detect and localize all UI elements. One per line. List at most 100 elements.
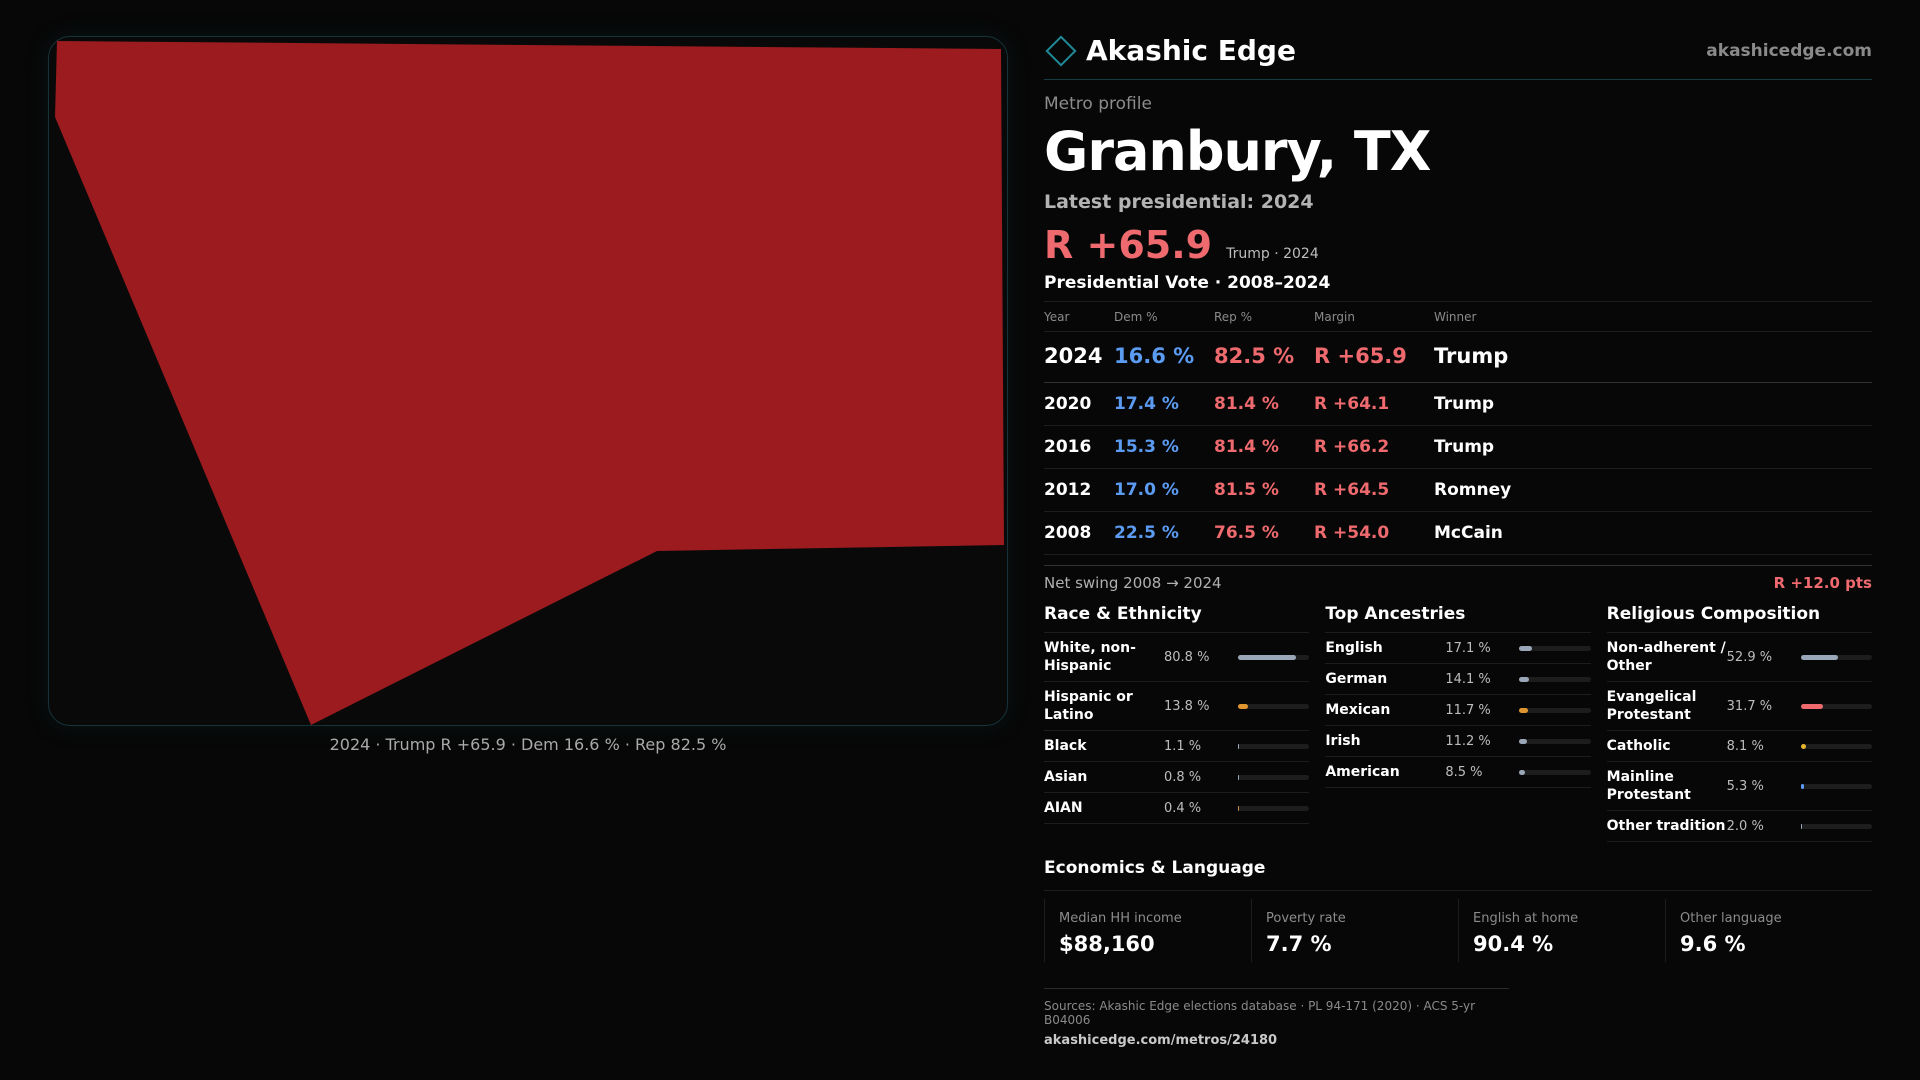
- item-bar: [1238, 774, 1310, 780]
- item-label: Asian: [1044, 769, 1088, 785]
- votes-header-row: Year Dem % Rep % Margin Winner: [1044, 302, 1872, 332]
- item-bar-fill: [1800, 654, 1839, 660]
- item-bar: [1238, 703, 1310, 709]
- row-margin: R +54.0: [1314, 511, 1434, 555]
- sources: Sources: Akashic Edge elections database…: [1044, 988, 1509, 1048]
- item-value: 5.3 %: [1726, 778, 1764, 794]
- item-bar: [1800, 783, 1872, 789]
- table-row: 2008 22.5 % 76.5 % R +54.0 McCain: [1044, 511, 1872, 555]
- row-winner: McCain: [1434, 511, 1872, 555]
- item-bar-fill: [1519, 676, 1530, 682]
- row-rep: 76.5 %: [1214, 511, 1314, 555]
- row-winner: Trump: [1434, 382, 1872, 426]
- section-title: Top Ancestries: [1325, 604, 1591, 633]
- econ-value: 90.4 %: [1473, 932, 1554, 956]
- item-label: English: [1325, 640, 1383, 656]
- row-margin: R +64.5: [1314, 468, 1434, 512]
- sources-url[interactable]: akashicedge.com/metros/24180: [1044, 1033, 1278, 1048]
- econ-cell: English at home 90.4 %: [1458, 899, 1665, 962]
- table-row: 2016 15.3 % 81.4 % R +66.2 Trump: [1044, 425, 1872, 469]
- item-label: American: [1325, 764, 1400, 780]
- brand[interactable]: Akashic Edge: [1044, 34, 1296, 67]
- economics-title: Economics & Language: [1044, 858, 1872, 891]
- item-bar-fill: [1238, 654, 1296, 660]
- item-label: Mexican: [1325, 702, 1391, 718]
- row-rep: 82.5 %: [1214, 331, 1314, 383]
- item-bar: [1519, 645, 1591, 651]
- item-bar-fill: [1800, 823, 1803, 829]
- item-label: Evangelical Protestant: [1606, 689, 1697, 723]
- econ-label: English at home: [1473, 911, 1579, 926]
- row-margin: R +65.9: [1314, 331, 1434, 383]
- swing-label: Net swing 2008 → 2024: [1044, 574, 1222, 592]
- table-row: 2024 16.6 % 82.5 % R +65.9 Trump: [1044, 331, 1872, 383]
- row-dem: 15.3 %: [1114, 425, 1214, 469]
- net-swing: Net swing 2008 → 2024 R +12.0 pts: [1044, 565, 1872, 592]
- item-bar-fill: [1238, 703, 1248, 709]
- item-value: 13.8 %: [1164, 698, 1210, 714]
- religion-section: Religious Composition Non-adherent / Oth…: [1606, 604, 1872, 842]
- latest-margin-sub: Trump · 2024: [1226, 246, 1319, 262]
- list-item: Evangelical Protestant 31.7 %: [1606, 682, 1872, 731]
- item-label: AIAN: [1044, 800, 1083, 816]
- swing-value: R +12.0 pts: [1773, 574, 1872, 592]
- econ-cell: Poverty rate 7.7 %: [1251, 899, 1458, 962]
- metro-shape-svg: [55, 41, 1004, 725]
- row-margin: R +64.1: [1314, 382, 1434, 426]
- list-item: Black 1.1 %: [1044, 731, 1310, 762]
- item-value: 31.7 %: [1726, 698, 1773, 714]
- item-value: 17.1 %: [1445, 640, 1491, 656]
- list-item: Other tradition 2.0 %: [1606, 811, 1872, 842]
- econ-value: 7.7 %: [1266, 932, 1332, 956]
- row-year: 2016: [1044, 425, 1114, 469]
- item-bar-fill: [1519, 645, 1532, 651]
- item-value: 0.8 %: [1164, 769, 1202, 785]
- item-value: 14.1 %: [1445, 671, 1491, 687]
- item-value: 8.5 %: [1445, 764, 1483, 780]
- col-rep: Rep %: [1214, 302, 1314, 332]
- latest-margin: R +65.9: [1044, 223, 1213, 267]
- list-item: Mainline Protestant 5.3 %: [1606, 762, 1872, 811]
- item-label: Catholic: [1606, 738, 1671, 754]
- votes-table: Year Dem % Rep % Margin Winner 2024 16.6…: [1044, 302, 1872, 555]
- item-label: White, non-Hispanic: [1044, 640, 1136, 674]
- econ-value: 9.6 %: [1680, 932, 1746, 956]
- item-label: Mainline Protestant: [1606, 769, 1691, 803]
- item-value: 8.1 %: [1726, 738, 1764, 754]
- sources-line: Sources: Akashic Edge elections database…: [1044, 999, 1476, 1027]
- col-margin: Margin: [1314, 302, 1434, 332]
- item-value: 11.2 %: [1445, 733, 1491, 749]
- item-bar: [1800, 654, 1872, 660]
- table-row: 2012 17.0 % 81.5 % R +64.5 Romney: [1044, 468, 1872, 512]
- item-label: Irish: [1325, 733, 1361, 749]
- item-bar-fill: [1519, 738, 1528, 744]
- row-year: 2024: [1044, 331, 1114, 383]
- composition-columns: Race & Ethnicity White, non-Hispanic 80.8…: [1044, 604, 1872, 842]
- item-value: 11.7 %: [1445, 702, 1491, 718]
- row-year: 2008: [1044, 511, 1114, 555]
- list-item: Irish 11.2 %: [1325, 726, 1591, 757]
- item-bar: [1519, 676, 1591, 682]
- brand-url[interactable]: akashicedge.com: [1706, 40, 1872, 61]
- item-bar: [1800, 823, 1872, 829]
- econ-label: Poverty rate: [1266, 911, 1346, 926]
- section-title: Religious Composition: [1606, 604, 1872, 633]
- econ-cell: Median HH income $88,160: [1044, 899, 1251, 962]
- votes-title: Presidential Vote · 2008–2024: [1044, 273, 1872, 302]
- list-item: Catholic 8.1 %: [1606, 731, 1872, 762]
- row-dem: 22.5 %: [1114, 511, 1214, 555]
- list-item: Mexican 11.7 %: [1325, 695, 1591, 726]
- item-bar: [1519, 738, 1591, 744]
- brand-row: Akashic Edge akashicedge.com: [1044, 30, 1872, 80]
- item-bar-fill: [1519, 707, 1528, 713]
- item-value: 2.0 %: [1726, 818, 1764, 834]
- eyebrow: Metro profile: [1044, 94, 1152, 114]
- metro-map[interactable]: [48, 36, 1008, 726]
- row-rep: 81.4 %: [1214, 382, 1314, 426]
- row-year: 2020: [1044, 382, 1114, 426]
- metro-shape[interactable]: [55, 41, 1004, 725]
- item-bar: [1238, 743, 1310, 749]
- col-winner: Winner: [1434, 302, 1872, 332]
- row-dem: 16.6 %: [1114, 331, 1214, 383]
- item-bar-fill: [1238, 805, 1240, 811]
